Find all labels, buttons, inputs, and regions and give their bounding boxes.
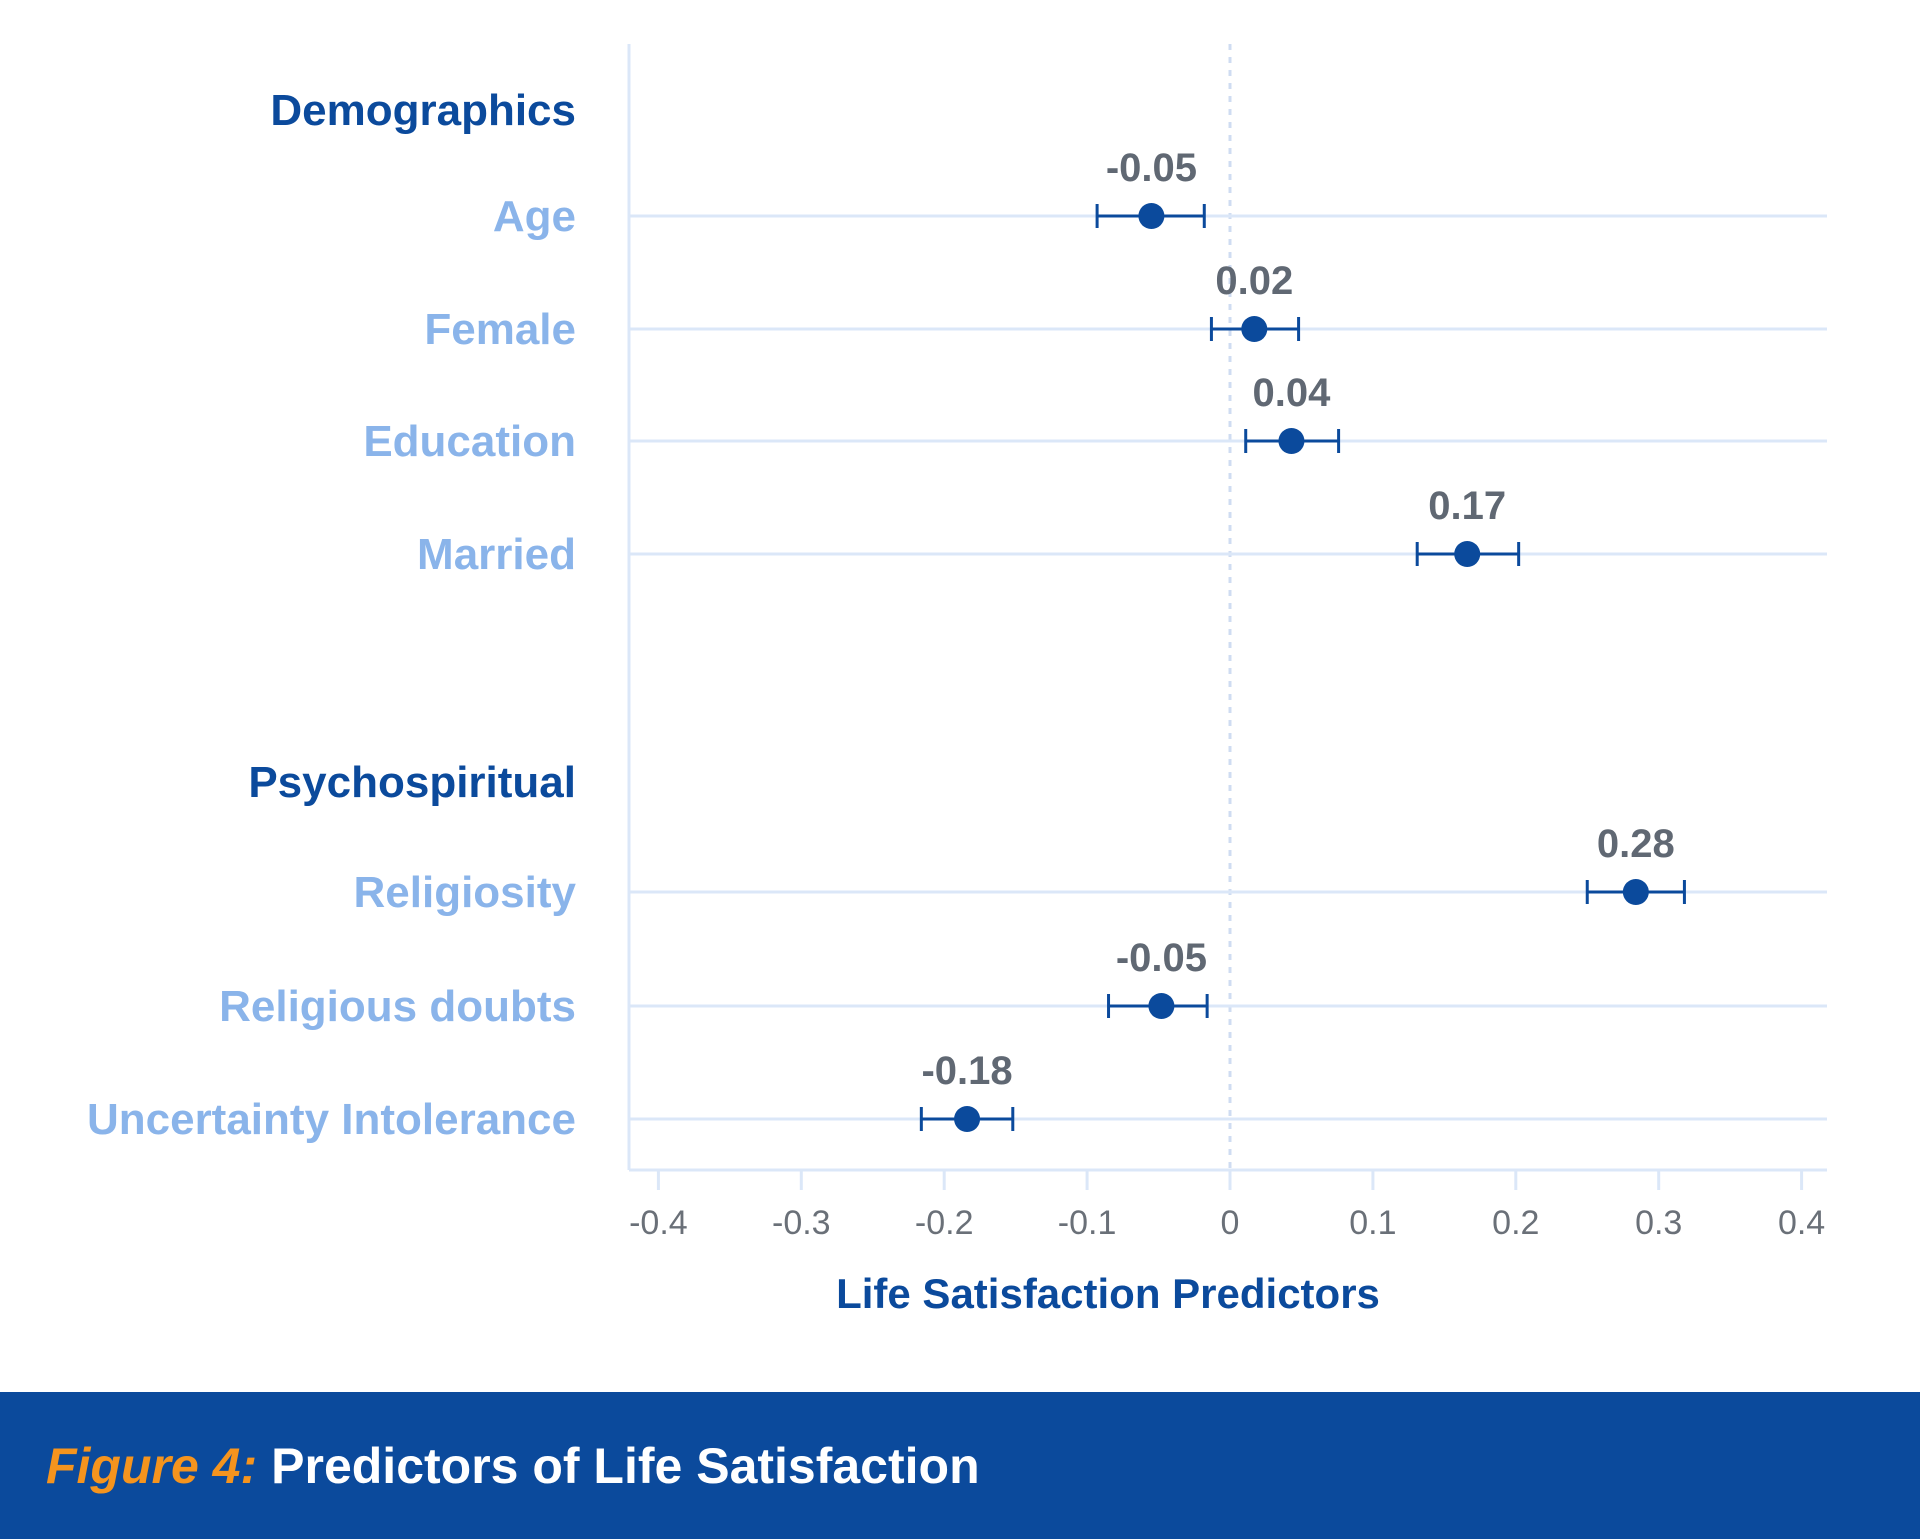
data-point	[1454, 541, 1481, 567]
category-label: Female	[424, 305, 576, 354]
data-value-label: -0.18	[921, 1049, 1012, 1093]
data-point	[1622, 879, 1649, 905]
coefficient-chart: -0.4 -0.3 -0.2 -0.1 0 0.1 0.2 0.3 0.4 Demographi…	[87, 44, 1827, 1317]
figure-caption-bar: Figure 4: Predictors of Life Satisfactio…	[0, 1392, 1920, 1539]
category-label: Married	[417, 530, 576, 579]
data-point	[1278, 428, 1305, 454]
x-tick-label: 0.3	[1635, 1204, 1682, 1242]
label-layer: Demographics Age Female Education Married Psy…	[87, 86, 577, 1144]
figure-title: Predictors of Life Satisfaction	[271, 1437, 980, 1494]
group-label: Demographics	[270, 86, 576, 135]
data-value-label: 0.04	[1253, 371, 1332, 415]
x-tick-label: -0.4	[629, 1204, 688, 1242]
x-tick-label: -0.1	[1058, 1204, 1117, 1242]
x-tick-label: -0.2	[915, 1204, 974, 1242]
category-label: Age	[493, 192, 576, 241]
axis-layer: -0.4 -0.3 -0.2 -0.1 0 0.1 0.2 0.3 0.4	[627, 44, 1827, 1242]
data-value-label: 0.02	[1215, 259, 1293, 303]
x-tick-label: 0.4	[1778, 1204, 1825, 1242]
data-value-label: 0.17	[1428, 484, 1506, 528]
x-tick-label: 0	[1221, 1204, 1240, 1242]
x-tick-label: -0.3	[772, 1204, 831, 1242]
category-label: Uncertainty Intolerance	[87, 1095, 576, 1144]
data-value-label: 0.28	[1597, 822, 1675, 866]
figure-number: Figure 4:	[46, 1437, 258, 1494]
data-point	[1138, 203, 1165, 229]
data-value-label: -0.05	[1106, 146, 1197, 190]
x-tick-label: 0.1	[1349, 1204, 1396, 1242]
category-label: Religiosity	[354, 868, 577, 917]
data-point	[954, 1106, 981, 1132]
chart-svg: -0.4 -0.3 -0.2 -0.1 0 0.1 0.2 0.3 0.4 Demographi…	[87, 44, 1827, 1317]
grid-layer	[629, 44, 1827, 1170]
group-label: Psychospiritual	[248, 758, 576, 807]
x-axis-title: Life Satisfaction Predictors	[836, 1270, 1380, 1317]
marks-layer: -0.05 0.02 0.04 0.17 0.28 -0.05 -0.18	[919, 146, 1686, 1132]
data-point	[1148, 993, 1175, 1019]
data-value-label: -0.05	[1116, 936, 1207, 980]
category-label: Religious doubts	[219, 982, 576, 1031]
x-tick-label: 0.2	[1492, 1204, 1539, 1242]
data-point	[1241, 316, 1268, 342]
category-label: Education	[363, 417, 576, 466]
